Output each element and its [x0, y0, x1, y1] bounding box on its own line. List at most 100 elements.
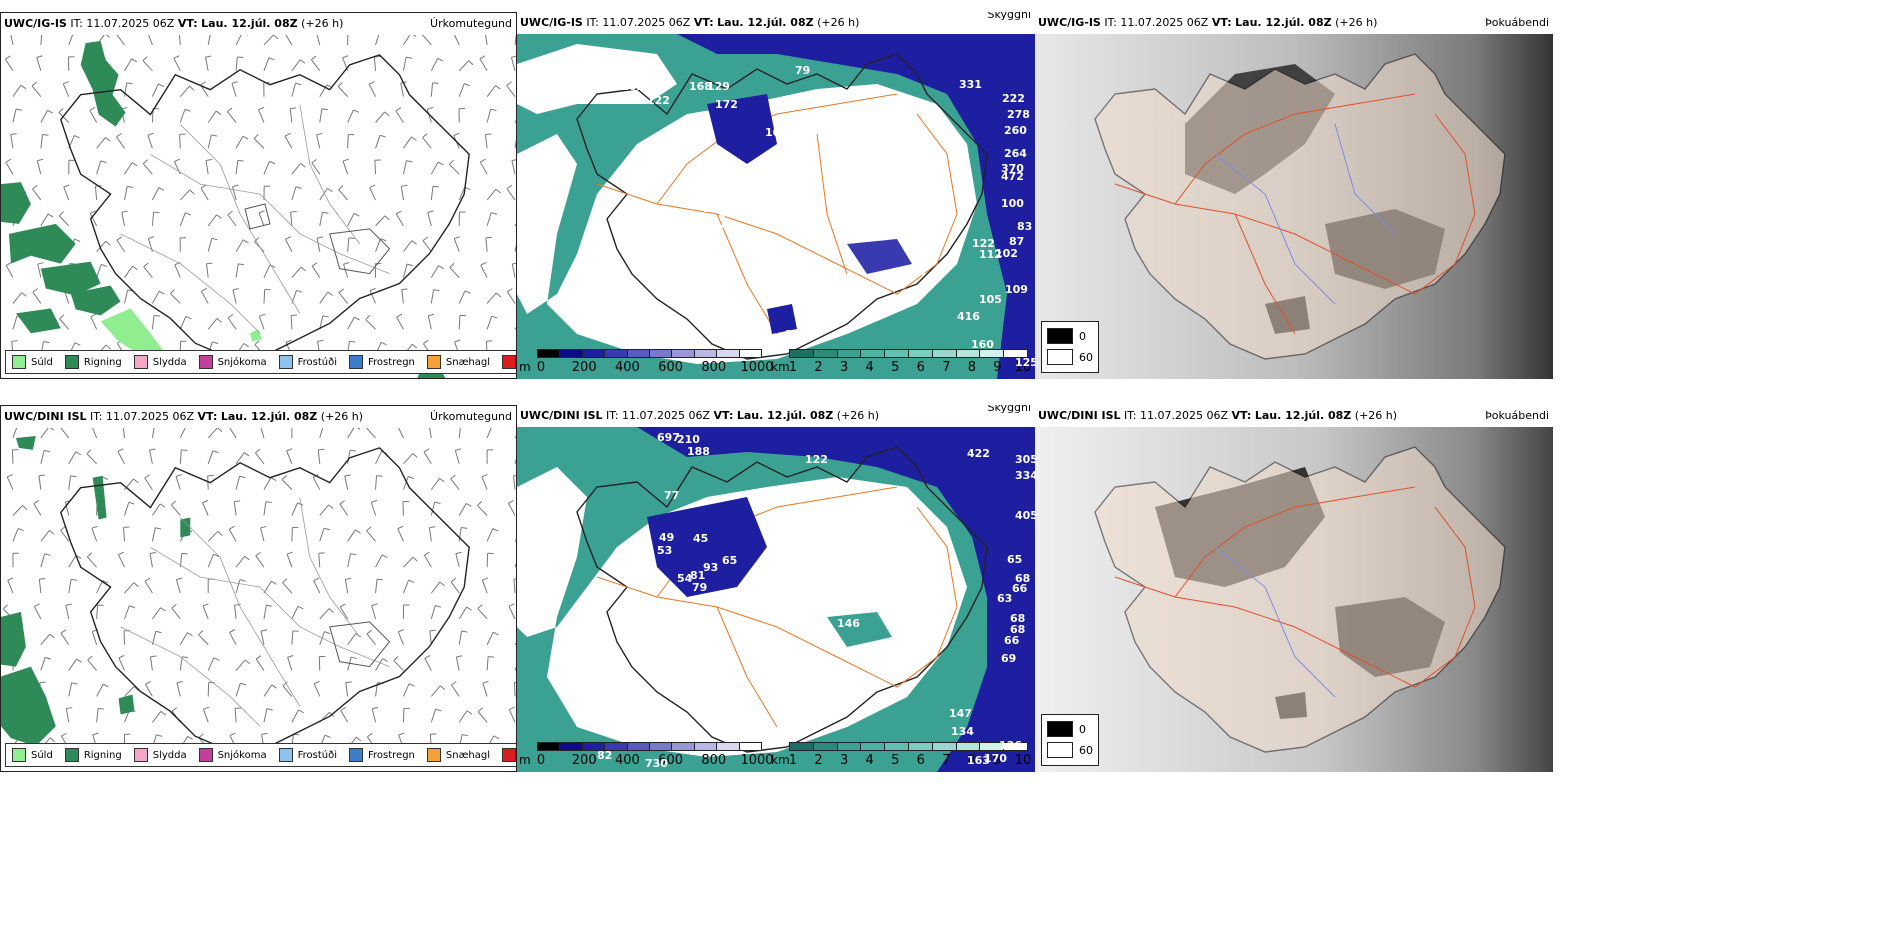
wind-barb-flag [495, 292, 502, 298]
wind-barb [508, 606, 516, 620]
wind-barb-flag [126, 82, 133, 85]
wind-barb [36, 160, 42, 175]
wind-barb-flag [412, 556, 418, 562]
legend-swatch [349, 355, 363, 369]
visibility-value-label: 163 [967, 754, 990, 767]
wind-barb-flag [422, 236, 429, 241]
panel-title: Úrkomutegund [430, 410, 512, 423]
wind-barb-flag [451, 681, 457, 686]
wind-barb [454, 35, 460, 46]
wind-barb [455, 553, 460, 568]
wind-barb [477, 711, 488, 723]
wind-barb-flag [379, 134, 386, 138]
wind-barb [514, 562, 516, 568]
wind-barb [179, 212, 186, 227]
wind-barb [234, 605, 237, 619]
legend-swatch [426, 748, 441, 762]
wind-barb-flag [187, 632, 193, 637]
wind-barb [235, 160, 239, 175]
wind-barb-flag [158, 290, 165, 295]
visibility-value-label: 472 [1001, 170, 1024, 183]
wind-barb [62, 83, 70, 97]
wind-barb-flag [105, 240, 111, 246]
wind-barb [290, 315, 293, 330]
wind-barb [40, 633, 51, 646]
fog-legend-swatch [1047, 721, 1073, 737]
wind-barb [207, 238, 213, 252]
visibility-colorbar: km 1 2 3 4 5 6 7 8 9 10 [771, 742, 1033, 768]
legend-swatch [198, 748, 213, 762]
wind-barb [147, 135, 153, 149]
cloud-panel-row1: UWC/IG-IS IT: 11.07.2025 06Z VT: Lau. 12… [517, 12, 1035, 379]
wind-barb-flag [511, 159, 516, 162]
wind-barb [260, 527, 265, 542]
wind-barb-flag [90, 313, 97, 318]
wind-barb [426, 109, 432, 123]
visibility-value-label: 63 [997, 592, 1013, 605]
wind-barb [7, 579, 14, 594]
colorbar-tick: 4 [865, 753, 874, 768]
roads-rivers [1114, 93, 1476, 335]
vt-label: VT: [693, 16, 714, 29]
wind-barb-flag [49, 633, 55, 639]
wind-barb [207, 428, 218, 439]
wind-barb [397, 631, 404, 645]
wind-barb [347, 449, 351, 464]
wind-barb-flag [295, 186, 302, 189]
wind-barb-flag [58, 211, 64, 217]
visibility-value-label: 697 [657, 431, 680, 444]
wind-barb [400, 82, 404, 97]
panel-title: Skyggni [987, 405, 1031, 414]
wind-barb [205, 160, 209, 175]
it-label: IT: [1104, 16, 1117, 29]
wind-barb-flag [477, 604, 483, 609]
wind-barb [205, 57, 209, 71]
wind-barb [151, 187, 160, 201]
wind-barb [123, 527, 126, 542]
wind-barb [319, 291, 329, 304]
wind-barb-flag [285, 236, 292, 240]
visibility-value-label: 125 [1015, 356, 1035, 369]
wind-barb-flag [132, 265, 138, 271]
legend-label: Frostúði [297, 356, 337, 368]
wind-barb-flag [143, 262, 149, 268]
wind-barb-flag [7, 577, 14, 581]
wind-barb-flag [434, 501, 441, 504]
wind-barb [200, 187, 209, 201]
wind-barb [36, 57, 42, 71]
wind-barb [458, 290, 466, 304]
wind-barb-flag [265, 501, 272, 504]
fog-legend-swatch [1047, 349, 1073, 365]
wind-barb [344, 579, 349, 594]
wind-barb [96, 683, 104, 697]
colorbar-segment [671, 742, 695, 751]
wind-barb-flag [74, 342, 81, 346]
wind-barb [423, 451, 432, 465]
wind-barb-flag [298, 709, 304, 714]
wind-barb [369, 290, 377, 304]
wind-barb-flag [480, 158, 486, 163]
wind-barb [513, 475, 516, 490]
wind-barb-flag [371, 499, 378, 503]
legend-item: Snjókoma [198, 748, 267, 762]
wind-barb [507, 291, 516, 304]
wind-barb [179, 134, 181, 149]
legend-item: Snæhagl [426, 355, 490, 369]
wind-barb-flag [328, 504, 334, 510]
wind-barb [403, 453, 414, 465]
wind-barb-flag [147, 132, 154, 136]
panel-header: UWC/IG-IS IT: 11.07.2025 06Z VT: Lau. 12… [1, 13, 516, 35]
wind-barb-flag [244, 555, 250, 561]
wind-barb-flag [155, 630, 162, 634]
wind-barb [451, 684, 460, 697]
wind-barb [255, 658, 265, 671]
legend-label: Snjókoma [217, 356, 267, 368]
wind-barb [144, 477, 153, 490]
wind-barb [284, 135, 293, 149]
wind-barb-flag [435, 708, 442, 712]
wind-barb [229, 632, 237, 645]
wind-barb [117, 451, 125, 465]
wind-barb-flag [408, 579, 415, 583]
wind-barb [145, 684, 153, 697]
wind-barb-flag [300, 266, 306, 272]
